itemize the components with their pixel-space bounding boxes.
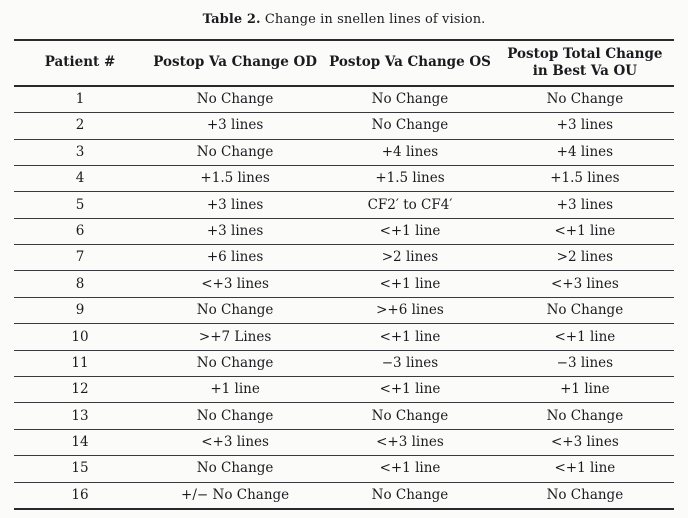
cell-patient-number: 10 [71,328,89,345]
table-row: 13 No Change No Change No Change [14,403,674,430]
cell-postop-os: No Change [371,486,449,503]
cell-patient-number: 9 [75,302,85,319]
cell-patient-number: 4 [75,170,85,187]
cell-patient-number: 15 [71,460,89,477]
cell-patient-number: 5 [75,196,85,213]
table-row: 2 +3 lines No Change +3 lines [14,113,674,140]
cell-total-ou: <+3 lines [551,275,619,292]
table-row: 8 <+3 lines <+1 line <+3 lines [14,271,674,298]
cell-total-ou: +1.5 lines [550,170,620,187]
table-row: 12 +1 line <+1 line +1 line [14,377,674,403]
cell-postop-os: <+1 line [379,275,441,292]
cell-postop-od: +/− No Change [181,486,290,503]
cell-postop-od: No Change [196,302,274,319]
cell-postop-os: <+3 lines [376,434,444,451]
cell-total-ou: <+1 line [554,328,616,345]
cell-postop-od: <+3 lines [201,275,269,292]
table-row: 14 <+3 lines <+3 lines <+3 lines [14,429,674,456]
cell-total-ou: +4 lines [556,143,614,160]
cell-postop-os: No Change [371,407,449,424]
table-row: 7 +6 lines >2 lines >2 lines [14,245,674,271]
table-row: 11 No Change −3 lines −3 lines [14,350,674,377]
cell-postop-od: No Change [196,143,274,160]
cell-postop-os: >+6 lines [376,302,444,319]
cell-patient-number: 6 [75,222,85,239]
cell-postop-od: >+7 Lines [198,328,272,345]
column-header-postop-od: Postop Va Change OD [153,54,317,71]
cell-postop-od: +3 lines [206,196,264,213]
cell-postop-od: No Change [196,407,274,424]
cell-postop-os: <+1 line [379,460,441,477]
cell-total-ou: +3 lines [556,117,614,134]
cell-total-ou: +1 line [560,381,610,398]
cell-total-ou: No Change [546,407,624,424]
table-row: 9 No Change >+6 lines No Change [14,297,674,324]
cell-postop-od: <+3 lines [201,434,269,451]
cell-total-ou: No Change [546,91,624,108]
cell-postop-os: CF2′ to CF4′ [367,196,453,213]
cell-total-ou: No Change [546,486,624,503]
cell-postop-os: −3 lines [381,354,439,371]
table-caption-text: Change in snellen lines of vision. [264,12,486,27]
cell-patient-number: 16 [71,486,89,503]
cell-postop-od: No Change [196,354,274,371]
cell-postop-os: No Change [371,91,449,108]
cell-patient-number: 7 [75,249,85,266]
cell-total-ou: <+1 line [554,460,616,477]
cell-patient-number: 12 [71,381,89,398]
table-row: 6 +3 lines <+1 line <+1 line [14,218,674,245]
cell-patient-number: 3 [75,143,85,160]
cell-postop-od: +6 lines [206,249,264,266]
table-row: 3 No Change +4 lines +4 lines [14,139,674,166]
cell-patient-number: 13 [71,407,89,424]
column-header-patient: Patient # [44,54,116,71]
cell-postop-os: <+1 line [379,222,441,239]
table-row: 10 >+7 Lines <+1 line <+1 line [14,324,674,351]
cell-postop-od: +3 lines [206,222,264,239]
column-header-total-ou: Postop Total Change in Best Va OU [507,46,663,79]
column-header-postop-os: Postop Va Change OS [329,54,491,71]
cell-total-ou: No Change [546,302,624,319]
cell-postop-od: No Change [196,460,274,477]
snellen-vision-table: Patient # Postop Va Change OD Postop Va … [14,39,674,510]
cell-patient-number: 2 [75,117,85,134]
cell-postop-od: No Change [196,91,274,108]
cell-postop-od: +3 lines [206,117,264,134]
table-header: Patient # Postop Va Change OD Postop Va … [14,40,674,86]
table-caption: Table 2. Change in snellen lines of visi… [0,12,688,27]
cell-postop-os: No Change [371,117,449,134]
cell-postop-os: +4 lines [381,143,439,160]
cell-postop-os: <+1 line [379,381,441,398]
cell-postop-od: +1 line [210,381,260,398]
cell-postop-os: >2 lines [381,249,439,266]
table-row: 16 +/− No Change No Change No Change [14,482,674,509]
cell-postop-od: +1.5 lines [200,170,270,187]
cell-total-ou: +3 lines [556,196,614,213]
cell-total-ou: >2 lines [556,249,614,266]
table-caption-label: Table 2. [202,12,261,27]
cell-patient-number: 8 [75,275,85,292]
cell-total-ou: <+3 lines [551,434,619,451]
cell-total-ou: <+1 line [554,222,616,239]
table-row: 5 +3 lines CF2′ to CF4′ +3 lines [14,192,674,219]
cell-patient-number: 11 [71,354,89,371]
cell-postop-os: <+1 line [379,328,441,345]
cell-total-ou: −3 lines [556,354,614,371]
table-row: 4 +1.5 lines +1.5 lines +1.5 lines [14,165,674,192]
cell-postop-os: +1.5 lines [375,170,445,187]
table-body: 1 No Change No Change No Change 2 +3 lin… [14,86,674,509]
table-row: 15 No Change <+1 line <+1 line [14,456,674,483]
cell-patient-number: 1 [75,91,85,108]
cell-patient-number: 14 [71,434,89,451]
table-row: 1 No Change No Change No Change [14,86,674,113]
table-header-row: Patient # Postop Va Change OD Postop Va … [14,40,674,86]
